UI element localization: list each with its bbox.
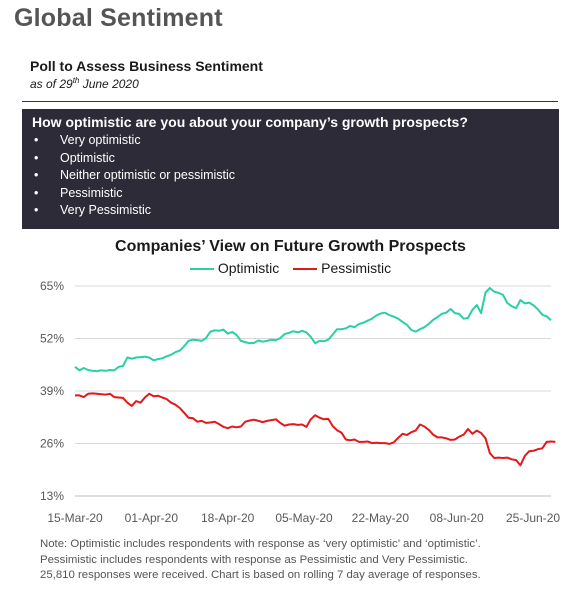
option-label: Optimistic — [60, 150, 115, 165]
legend-label-optimistic: Optimistic — [217, 260, 280, 276]
x-tick-label: 15-Mar-20 — [47, 511, 103, 525]
legend-item-pessimistic: Pessimistic — [293, 260, 391, 276]
bullet-icon: • — [34, 185, 39, 200]
x-tick-label: 05-May-20 — [275, 511, 333, 525]
option-item: • Very optimistic — [32, 132, 549, 150]
bullet-icon: • — [34, 203, 39, 218]
option-label: Very optimistic — [60, 133, 141, 147]
y-tick-label: 26% — [40, 437, 64, 451]
x-tick-label: 08-Jun-20 — [430, 511, 484, 525]
line-chart: 13% 26% 39% 52% 65% 15-Mar-20 01-Apr-20 18-Apr-… — [40, 279, 560, 525]
series-line-pessimistic — [75, 392, 556, 467]
poll-date-sup: th — [72, 76, 80, 85]
y-tick-label: 13% — [40, 489, 64, 503]
question-box: How optimistic are you about your compan… — [22, 109, 559, 229]
option-label: Pessimistic — [60, 185, 123, 200]
option-label: Neither optimistic or pessimistic — [60, 168, 236, 183]
legend-item-optimistic: Optimistic — [189, 260, 280, 276]
y-tick-label: 65% — [40, 279, 64, 293]
note-line: Note: Optimistic includes respondents wi… — [40, 538, 481, 550]
option-item: • Neither optimistic or pessimistic — [32, 167, 549, 185]
note-line: 25,810 responses were received. Chart is… — [40, 569, 481, 581]
option-item: • Optimistic — [32, 150, 549, 168]
y-tick-label: 39% — [40, 384, 64, 398]
option-item: • Pessimistic — [32, 185, 549, 203]
chart-legend: Optimistic Pessimistic — [0, 260, 581, 276]
page-title: Global Sentiment — [14, 4, 223, 32]
bullet-icon: • — [34, 168, 39, 183]
legend-swatch-optimistic — [189, 268, 214, 271]
legend-swatch-pessimistic — [293, 268, 318, 271]
divider — [22, 101, 558, 102]
chart-note: Note: Optimistic includes respondents wi… — [40, 537, 575, 584]
poll-title: Poll to Assess Business Sentiment — [30, 58, 263, 74]
x-tick-label: 01-Apr-20 — [125, 511, 179, 525]
poll-date: as of 29th June 2020 — [30, 76, 263, 91]
legend-label-pessimistic: Pessimistic — [321, 260, 392, 276]
question-text: How optimistic are you about your compan… — [32, 114, 468, 130]
poll-date-prefix: as of 29 — [30, 77, 73, 91]
y-tick-label: 52% — [40, 332, 64, 346]
x-tick-label: 22-May-20 — [352, 511, 410, 525]
series-line-optimistic — [74, 287, 552, 373]
option-item: • Very Pessimistic — [32, 202, 549, 220]
option-list: • Very optimistic • Optimistic • Neither op… — [32, 132, 549, 220]
poll-date-suffix: June 2020 — [79, 77, 139, 91]
bullet-icon: • — [34, 150, 39, 165]
x-tick-label: 18-Apr-20 — [201, 511, 255, 525]
note-line: Pessimistic includes respondents with re… — [40, 553, 468, 566]
option-label: Very Pessimistic — [60, 203, 151, 218]
bullet-icon: • — [34, 133, 39, 147]
x-tick-label: 25-Jun-20 — [506, 511, 560, 525]
poll-header: Poll to Assess Business Sentiment as of … — [30, 58, 263, 91]
chart-title: Companies’ View on Future Growth Prospec… — [115, 238, 466, 255]
